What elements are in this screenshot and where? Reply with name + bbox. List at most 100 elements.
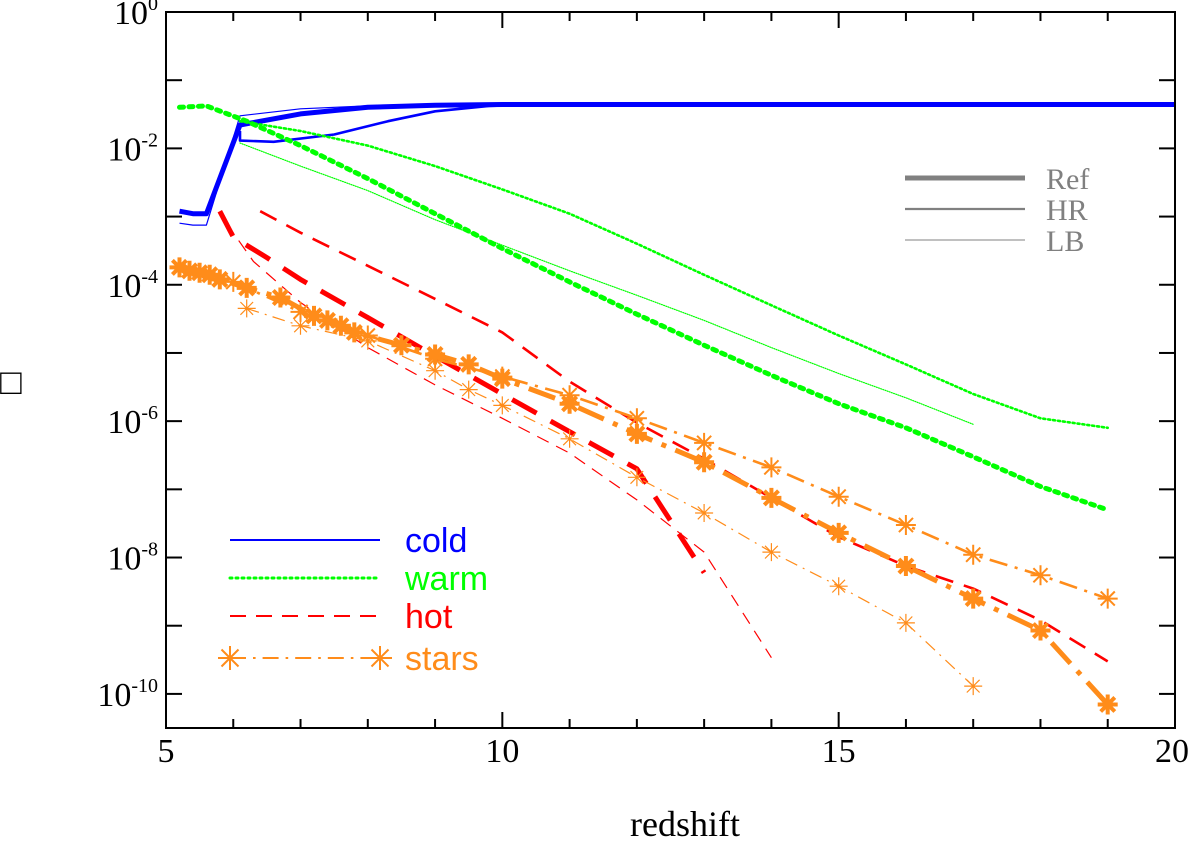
marker-stars-ref-4 xyxy=(209,269,230,290)
series-line-cold-hr xyxy=(238,103,570,144)
series-line-stars-hr xyxy=(232,280,1109,600)
series-line-hot-ref xyxy=(217,210,707,575)
series-line-hot-lb xyxy=(226,222,772,659)
x-tick-label: 10 xyxy=(485,733,519,770)
y-tick-exponent: 0 xyxy=(148,0,158,15)
marker-stars-ref-19 xyxy=(828,522,849,543)
y-tick-base: 10 xyxy=(107,131,141,168)
y-tick-exponent: -2 xyxy=(141,129,158,151)
marker-stars-hr-3-strokes xyxy=(425,348,446,369)
x-tick-label: 20 xyxy=(1155,733,1189,770)
marker-stars-ref-0-strokes xyxy=(169,257,190,278)
marker-stars-hr-12-strokes xyxy=(1030,565,1051,586)
marker-stars-hr-1 xyxy=(290,301,311,322)
plot-area xyxy=(169,102,1175,715)
marker-stars-ref-2 xyxy=(189,262,210,283)
legend-marker-right-stars-strokes xyxy=(368,646,392,670)
marker-stars-lb-11-strokes xyxy=(896,613,915,632)
marker-stars-ref-21-strokes xyxy=(963,588,984,609)
marker-stars-ref-16 xyxy=(626,423,647,444)
marker-stars-ref-0 xyxy=(169,257,190,278)
y-tick-label: 10-4 xyxy=(107,266,158,305)
y-tick-label: 10-10 xyxy=(97,675,158,714)
legend-label-cold: cold xyxy=(405,522,467,560)
y-tick-base: 10 xyxy=(107,541,141,578)
series-line-hot-hr xyxy=(259,210,1109,663)
marker-stars-hr-5 xyxy=(559,385,580,406)
marker-stars-lb-8 xyxy=(695,504,714,522)
marker-stars-ref-16-strokes xyxy=(626,423,647,444)
marker-stars-ref-10 xyxy=(344,322,365,343)
marker-stars-ref-13 xyxy=(458,354,479,375)
marker-stars-lb-7 xyxy=(627,468,646,487)
y-tick-base: 10 xyxy=(107,268,141,305)
x-tick-label: 15 xyxy=(822,733,856,770)
legend-marker-right-stars xyxy=(368,646,392,670)
legend-run-label-ref: Ref xyxy=(1046,163,1089,196)
marker-stars-hr-0 xyxy=(223,271,244,292)
y-tick-label: 100 xyxy=(114,0,158,32)
marker-stars-ref-22-strokes xyxy=(1030,620,1051,641)
marker-stars-lb-4-strokes xyxy=(459,380,478,399)
marker-stars-ref-23-strokes xyxy=(1097,694,1118,715)
marker-stars-ref-4-strokes xyxy=(209,269,230,290)
marker-stars-hr-3 xyxy=(425,348,446,369)
marker-stars-lb-12-strokes xyxy=(964,677,983,696)
marker-stars-ref-2-strokes xyxy=(189,262,210,283)
marker-stars-ref-21 xyxy=(963,588,984,609)
marker-stars-hr-13-strokes xyxy=(1097,588,1118,609)
marker-stars-lb-8-strokes xyxy=(695,504,714,522)
marker-stars-lb-6-strokes xyxy=(560,429,579,448)
legend-run-label-hr: HR xyxy=(1046,194,1088,227)
legend-marker-left-stars xyxy=(218,646,242,670)
marker-stars-hr-4 xyxy=(492,366,513,387)
y-tick-exponent: -6 xyxy=(141,402,158,424)
series-group xyxy=(169,102,1175,715)
marker-stars-hr-6 xyxy=(626,408,647,429)
series-line-stars-lb xyxy=(246,307,974,687)
marker-stars-lb-2-strokes xyxy=(358,331,377,350)
plot-frame xyxy=(165,11,1176,729)
marker-stars-hr-7-strokes xyxy=(694,432,715,453)
marker-stars-ref-23 xyxy=(1097,694,1118,715)
series-line-stars-ref xyxy=(178,265,1110,707)
series-line-warm-hr xyxy=(238,119,1109,430)
y-tick-base: 10 xyxy=(114,0,148,32)
marker-stars-lb-10-strokes xyxy=(829,577,848,596)
y-tick-exponent: -8 xyxy=(141,539,158,561)
marker-stars-hr-1-strokes xyxy=(290,301,311,322)
marker-stars-ref-19-strokes xyxy=(828,522,849,543)
marker-stars-lb-5-strokes xyxy=(493,396,512,415)
marker-stars-lb-9-strokes xyxy=(762,543,781,562)
marker-stars-ref-20-strokes xyxy=(895,556,916,576)
y-tick-label: 10-2 xyxy=(107,129,158,168)
y-axis-title: □ xyxy=(0,362,22,402)
marker-stars-lb-10 xyxy=(829,577,848,596)
marker-stars-lb-0 xyxy=(237,299,256,318)
marker-stars-lb-9 xyxy=(762,543,781,562)
marker-stars-lb-3-strokes xyxy=(426,361,445,380)
marker-stars-lb-12 xyxy=(964,677,983,696)
marker-stars-ref-22 xyxy=(1030,620,1051,641)
marker-stars-ref-1 xyxy=(179,260,200,281)
marker-stars-ref-11 xyxy=(391,335,412,356)
marker-stars-ref-3 xyxy=(199,264,220,285)
marker-stars-lb-5 xyxy=(493,396,512,415)
marker-stars-lb-0-strokes xyxy=(237,299,256,318)
marker-stars-hr-9 xyxy=(828,486,849,507)
marker-stars-hr-11-strokes xyxy=(963,544,984,565)
marker-stars-lb-4 xyxy=(459,380,478,399)
marker-stars-ref-18-strokes xyxy=(761,487,782,508)
legend-marker-left-stars-strokes xyxy=(218,646,242,670)
marker-stars-hr-6-strokes xyxy=(626,408,647,429)
y-tick-base: 10 xyxy=(97,677,131,714)
legend-label-stars: stars xyxy=(405,640,479,678)
marker-stars-hr-8 xyxy=(761,457,782,478)
series-line-cold-lb xyxy=(179,103,503,226)
marker-stars-ref-1-strokes xyxy=(179,260,200,281)
marker-stars-ref-20 xyxy=(895,556,916,576)
marker-stars-ref-13-strokes xyxy=(458,354,479,375)
marker-stars-hr-11 xyxy=(963,544,984,565)
marker-stars-lb-1 xyxy=(291,316,310,335)
